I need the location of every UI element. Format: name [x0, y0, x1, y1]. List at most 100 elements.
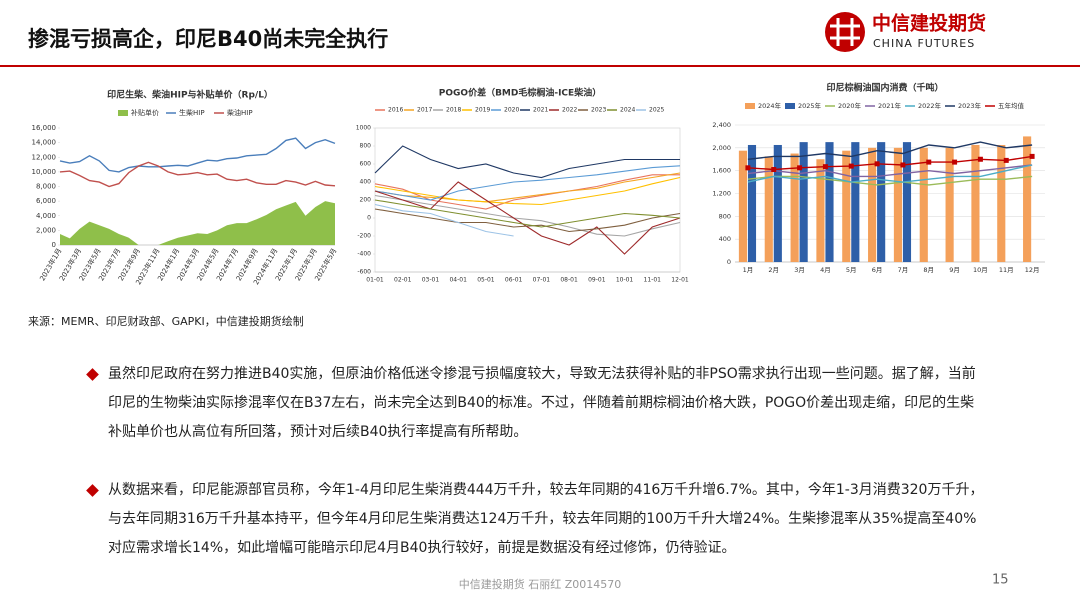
- logo-cn: 中信建投期货: [872, 12, 986, 35]
- x-tick-label: 6月: [872, 266, 883, 274]
- logo-glyph: [830, 18, 860, 46]
- y-tick-label: 12,000: [32, 153, 57, 161]
- x-tick-label: 5月: [846, 266, 857, 274]
- x-tick-label: 10月: [973, 266, 988, 274]
- y-tick-label: 0: [52, 241, 56, 249]
- line: [747, 141, 1033, 160]
- x-tick-label: 7月: [898, 266, 909, 274]
- bar: [747, 144, 757, 262]
- marker: [874, 161, 880, 167]
- legend-label: 2024: [620, 107, 635, 114]
- x-tick-label: 3月: [794, 266, 805, 274]
- legend-label: 2020: [504, 107, 519, 114]
- bar: [738, 150, 748, 262]
- y-tick-label: 1000: [356, 125, 371, 132]
- legend-label: 2021: [533, 107, 548, 114]
- legend-label: 2022: [562, 107, 577, 114]
- bar: [919, 147, 928, 262]
- bar: [851, 142, 860, 262]
- x-tick-label: 04-01: [449, 277, 467, 284]
- legend-label: 2023年: [958, 101, 982, 110]
- line: [374, 208, 681, 233]
- legend-label: 五年均值: [998, 101, 1025, 110]
- marker: [1029, 153, 1035, 159]
- legend-swatch: [785, 103, 795, 109]
- y-tick-label: 16,000: [32, 124, 57, 132]
- bar: [799, 142, 808, 262]
- line: [747, 175, 1033, 186]
- page-number: 15: [992, 573, 1009, 588]
- bar: [764, 156, 773, 262]
- x-tick-label: 8月: [923, 266, 934, 274]
- legend-label: 2025年: [798, 101, 822, 110]
- y-tick-label: 0: [727, 258, 731, 266]
- x-tick-label: 05-01: [477, 277, 495, 284]
- bar: [790, 153, 799, 262]
- x-tick-label: 01-01: [366, 277, 384, 284]
- legend-label: 补贴单价: [131, 108, 159, 117]
- y-tick-label: -400: [357, 251, 371, 258]
- logo-en: CHINA FUTURES: [873, 37, 975, 50]
- line: [374, 165, 681, 201]
- x-tick-label: 9月: [949, 266, 960, 274]
- x-tick-label: 12月: [1025, 266, 1040, 274]
- y-tick-label: -200: [357, 233, 371, 240]
- x-tick-label: 12-01: [671, 277, 689, 284]
- plot-frame: [374, 127, 681, 273]
- line: [747, 155, 1033, 171]
- line: [59, 137, 336, 173]
- marker: [900, 162, 906, 168]
- y-tick-label: 2,400: [712, 121, 731, 129]
- x-tick-label: 06-01: [505, 277, 523, 284]
- legend-label: 2025: [649, 107, 664, 114]
- x-tick-label: 08-01: [560, 277, 578, 284]
- line: [374, 199, 681, 228]
- bar: [945, 147, 954, 262]
- y-tick-label: 10,000: [32, 168, 57, 176]
- marker: [745, 165, 751, 171]
- y-tick-label: 800: [719, 212, 731, 220]
- bar: [997, 144, 1006, 262]
- marker: [848, 163, 854, 169]
- legend-label: 2024年: [758, 101, 782, 110]
- marker: [1003, 157, 1009, 163]
- slide-title: 掺混亏损高企，印尼B40尚未完全执行: [28, 27, 388, 51]
- chart-title: POGO价差（BMD毛棕榈油-ICE柴油）: [439, 87, 601, 99]
- bullet-text: 从数据来看，印尼能源部官员称，今年1-4月印尼生柴消费444万千升，较去年同期的…: [108, 482, 984, 556]
- legend-label: 2021年: [878, 101, 902, 110]
- x-tick-label: 02-01: [394, 277, 412, 284]
- source: 来源：MEMR、印尼财政部、GAPKI，中信建投期货绘制: [28, 314, 304, 328]
- legend-label: 2018: [446, 107, 461, 114]
- line: [374, 145, 680, 179]
- marker: [822, 164, 828, 170]
- y-tick-label: 4,000: [36, 212, 56, 220]
- x-tick-label: 03-01: [422, 277, 440, 284]
- y-tick-label: 2,000: [712, 144, 731, 152]
- y-tick-label: 800: [360, 143, 372, 150]
- legend-swatch: [745, 103, 755, 109]
- legend-label: 2023: [591, 107, 606, 114]
- legend-swatch: [118, 110, 128, 116]
- line: [374, 172, 681, 203]
- chart-title: 印尼生柴、柴油HIP与补贴单价（Rp/L）: [107, 89, 273, 101]
- y-tick-label: 6,000: [36, 197, 56, 205]
- line: [374, 176, 681, 206]
- bar: [971, 144, 980, 262]
- bar: [773, 144, 782, 262]
- bullet-text: 虽然印尼政府在努力推进B40实施，但原油价格低迷令掺混亏损幅度较大，导致无法获得…: [108, 366, 976, 440]
- bar: [816, 159, 825, 262]
- legend-label: 2017: [417, 107, 432, 114]
- x-tick-label: 11-01: [644, 277, 662, 284]
- bar: [825, 142, 834, 262]
- y-tick-label: 1,200: [712, 190, 731, 198]
- x-tick-label: 4月: [820, 266, 831, 274]
- y-tick-label: 600: [360, 161, 372, 168]
- marker: [771, 167, 777, 173]
- bar: [1023, 136, 1032, 262]
- bar: [902, 142, 912, 262]
- legend-label: 柴油HIP: [227, 108, 253, 117]
- y-tick-label: 200: [360, 197, 372, 204]
- line: [374, 194, 681, 237]
